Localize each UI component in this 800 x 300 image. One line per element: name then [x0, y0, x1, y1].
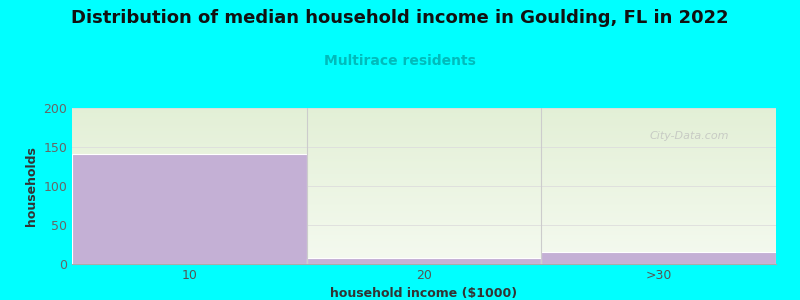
Text: Multirace residents: Multirace residents — [324, 54, 476, 68]
Bar — [542, 252, 776, 264]
Text: Distribution of median household income in Goulding, FL in 2022: Distribution of median household income … — [71, 9, 729, 27]
X-axis label: household income ($1000): household income ($1000) — [330, 287, 518, 300]
Bar — [72, 154, 306, 264]
Bar — [306, 258, 542, 264]
Text: City-Data.com: City-Data.com — [650, 131, 729, 141]
Y-axis label: households: households — [25, 146, 38, 226]
